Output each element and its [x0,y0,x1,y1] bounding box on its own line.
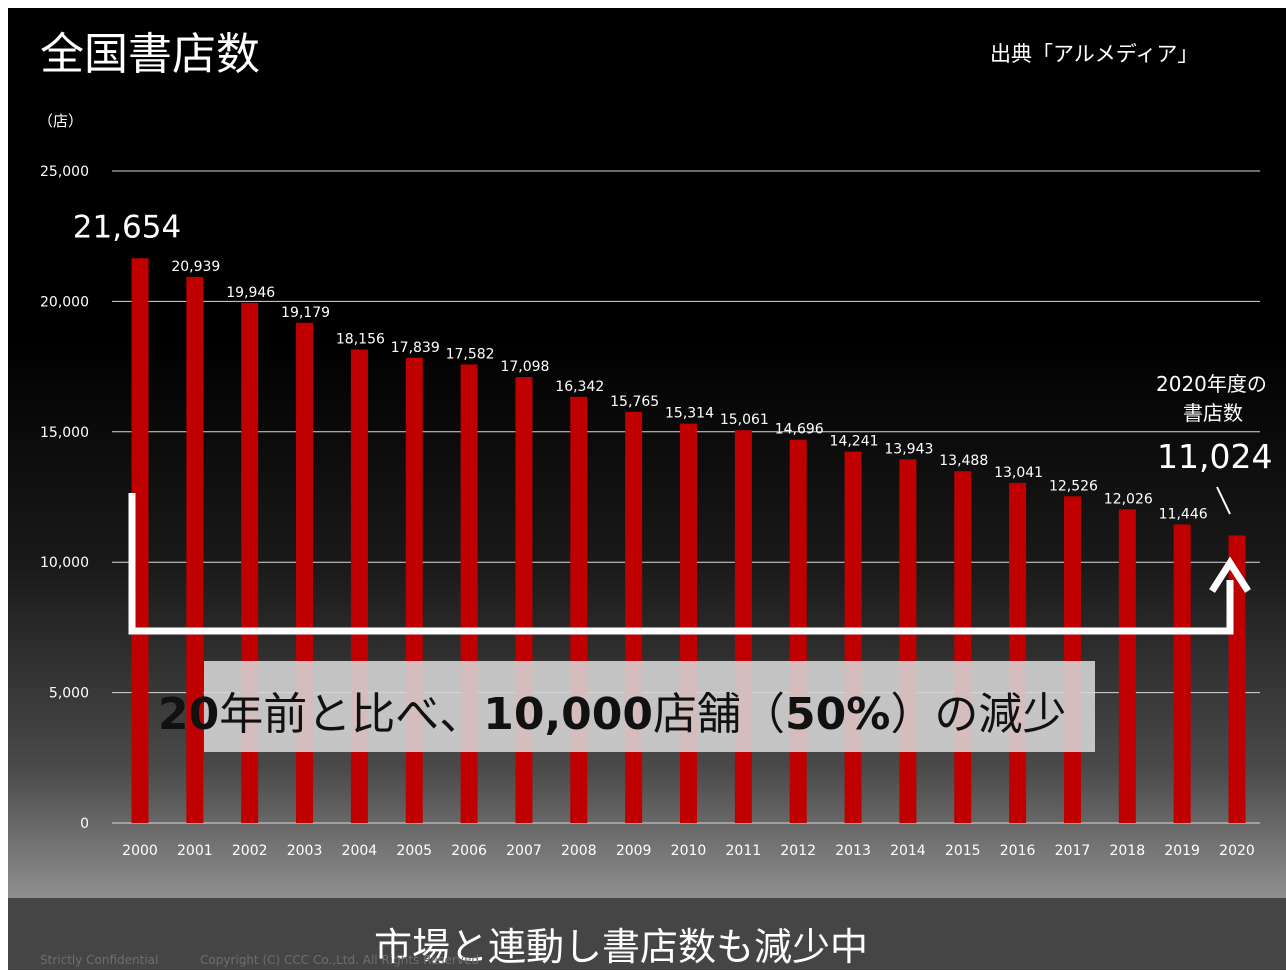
data-label: 14,241 [830,434,879,450]
data-label: 15,061 [720,412,769,428]
y-axis-unit-label: （店） [38,112,84,130]
x-tick-label: 2006 [451,843,487,859]
bar [844,451,862,823]
headline-text: 20年前と比べ、10,000店舗（50%）の減少 [158,678,1066,742]
y-tick-label: 15,000 [40,425,89,441]
copyright-note: Copyright (C) CCC Co.,Ltd. All Rights Re… [200,953,479,967]
bar [734,430,752,823]
data-label: 17,839 [391,340,440,356]
bar [131,258,149,823]
footer-message: 市場と連動し書店数も減少中 [374,925,869,969]
y-tick-label: 10,000 [40,555,89,571]
headline-comparison: 年前と比べ、 [219,689,484,740]
x-tick-label: 2010 [671,843,707,859]
x-tick-label: 2014 [890,843,926,859]
bar [680,423,697,823]
y-tick-label: 25,000 [40,164,89,180]
data-label: 19,946 [226,285,275,301]
x-tick-label: 2017 [1055,843,1091,859]
headline-years: 20 [158,689,220,740]
bar [954,471,972,823]
x-tick-label: 2003 [287,843,323,859]
bar [405,357,423,823]
annotation-value: 11,024 [1157,437,1273,476]
x-tick-label: 2000 [122,843,158,859]
data-label: 15,765 [610,394,659,410]
annotation-line-1: 2020年度の [1156,372,1267,396]
annotation-leader-line [1216,486,1231,515]
headline-stores: 店舗（ [653,689,786,740]
bar [625,411,643,823]
bar [460,364,478,823]
data-label: 13,488 [939,453,988,469]
headline-count: 10,000 [483,689,654,740]
headline-percent: 50% [785,689,891,740]
bar [1118,509,1136,823]
source-note: 出典「アルメディア」 [990,42,1199,66]
data-label: 11,446 [1159,506,1208,522]
x-tick-label: 2011 [726,843,762,859]
x-tick-label: 2009 [616,843,652,859]
bar [570,396,588,823]
annotation-line-2: 書店数 [1183,401,1243,425]
x-tick-label: 2001 [177,843,213,859]
headline-decrease: ）の減少 [890,689,1067,740]
bar [899,459,917,823]
x-tick-label: 2013 [835,843,871,859]
bar [1173,524,1191,823]
data-label: 21,654 [73,209,181,245]
footer-band [8,898,1286,970]
data-label: 16,342 [555,379,604,395]
x-tick-label: 2019 [1164,843,1200,859]
decline-arrow-path [128,493,1234,635]
data-label: 19,179 [281,305,330,321]
x-tick-label: 2016 [1000,843,1036,859]
data-label: 17,582 [446,346,495,362]
x-tick-label: 2012 [780,843,816,859]
data-label: 13,943 [884,441,933,457]
x-tick-label: 2020 [1219,843,1255,859]
bar [1009,482,1027,823]
data-label: 12,526 [1049,478,1098,494]
bar [186,276,204,823]
bar [1063,496,1081,823]
arrow-graphic [128,486,1251,635]
data-label: 15,314 [665,406,714,422]
x-tick-label: 2005 [396,843,432,859]
decline-arrow-head [1209,556,1251,593]
slide-title: 全国書店数 [40,29,260,80]
tick-labels: 0 5,000 10,000 15,000 20,000 25,000 2000 2001 20… [40,164,1255,859]
headline-box [204,661,1095,752]
data-label: 17,098 [500,359,549,375]
data-label: 14,696 [775,422,824,438]
data-label: 18,156 [336,331,385,347]
x-tick-label: 2018 [1109,843,1145,859]
data-labels: 21,654 20,939 19,946 19,179 18,156 17,839 17,5… [73,209,1208,522]
y-tick-label: 20,000 [40,294,89,310]
x-tick-label: 2002 [232,843,268,859]
y-tick-label: 5,000 [49,686,89,702]
data-label: 20,939 [171,259,220,275]
x-tick-label: 2008 [561,843,597,859]
x-tick-label: 2007 [506,843,542,859]
bar [515,377,533,823]
x-tick-label: 2004 [342,843,378,859]
confidential-note: Strictly Confidential [40,953,159,967]
data-label: 12,026 [1104,491,1153,507]
y-tick-label: 0 [80,816,89,832]
x-tick-label: 2015 [945,843,981,859]
data-label: 13,041 [994,465,1043,481]
